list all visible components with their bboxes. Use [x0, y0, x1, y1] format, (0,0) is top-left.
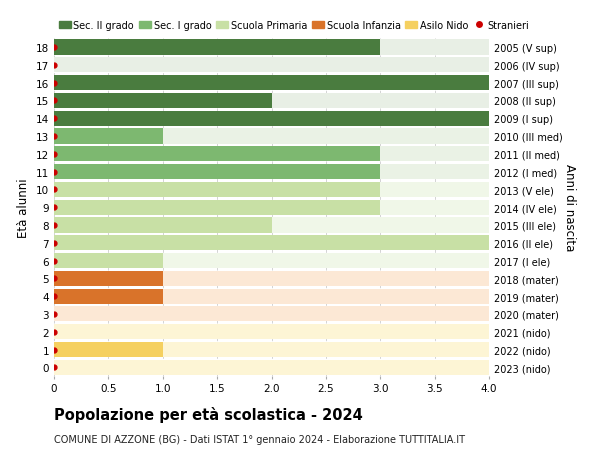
Bar	[54, 253, 163, 269]
Text: COMUNE DI AZZONE (BG) - Dati ISTAT 1° gennaio 2024 - Elaborazione TUTTITALIA.IT: COMUNE DI AZZONE (BG) - Dati ISTAT 1° ge…	[54, 434, 465, 444]
Bar	[54, 182, 489, 197]
Bar	[54, 94, 489, 109]
Bar	[54, 40, 380, 56]
Bar	[54, 218, 489, 233]
Bar	[54, 218, 271, 233]
Text: Popolazione per età scolastica - 2024: Popolazione per età scolastica - 2024	[54, 406, 363, 422]
Legend: Sec. II grado, Sec. I grado, Scuola Primaria, Scuola Infanzia, Asilo Nido, Stran: Sec. II grado, Sec. I grado, Scuola Prim…	[59, 21, 530, 31]
Bar	[54, 165, 489, 180]
Bar	[54, 129, 163, 144]
Bar	[54, 40, 489, 56]
Bar	[54, 360, 489, 375]
Bar	[54, 76, 489, 91]
Bar	[54, 94, 271, 109]
Bar	[54, 289, 163, 304]
Bar	[54, 342, 489, 357]
Bar	[54, 271, 489, 286]
Bar	[54, 200, 380, 215]
Bar	[54, 112, 489, 127]
Y-axis label: Età alunni: Età alunni	[17, 178, 31, 237]
Bar	[54, 112, 489, 127]
Bar	[54, 200, 489, 215]
Bar	[54, 253, 489, 269]
Bar	[54, 325, 489, 340]
Y-axis label: Anni di nascita: Anni di nascita	[563, 164, 577, 251]
Bar	[54, 147, 380, 162]
Bar	[54, 271, 163, 286]
Bar	[54, 342, 163, 357]
Bar	[54, 235, 489, 251]
Bar	[54, 129, 489, 144]
Bar	[54, 147, 489, 162]
Bar	[54, 307, 489, 322]
Bar	[54, 182, 380, 197]
Bar	[54, 165, 380, 180]
Bar	[54, 235, 489, 251]
Bar	[54, 58, 489, 73]
Bar	[54, 289, 489, 304]
Bar	[54, 76, 489, 91]
